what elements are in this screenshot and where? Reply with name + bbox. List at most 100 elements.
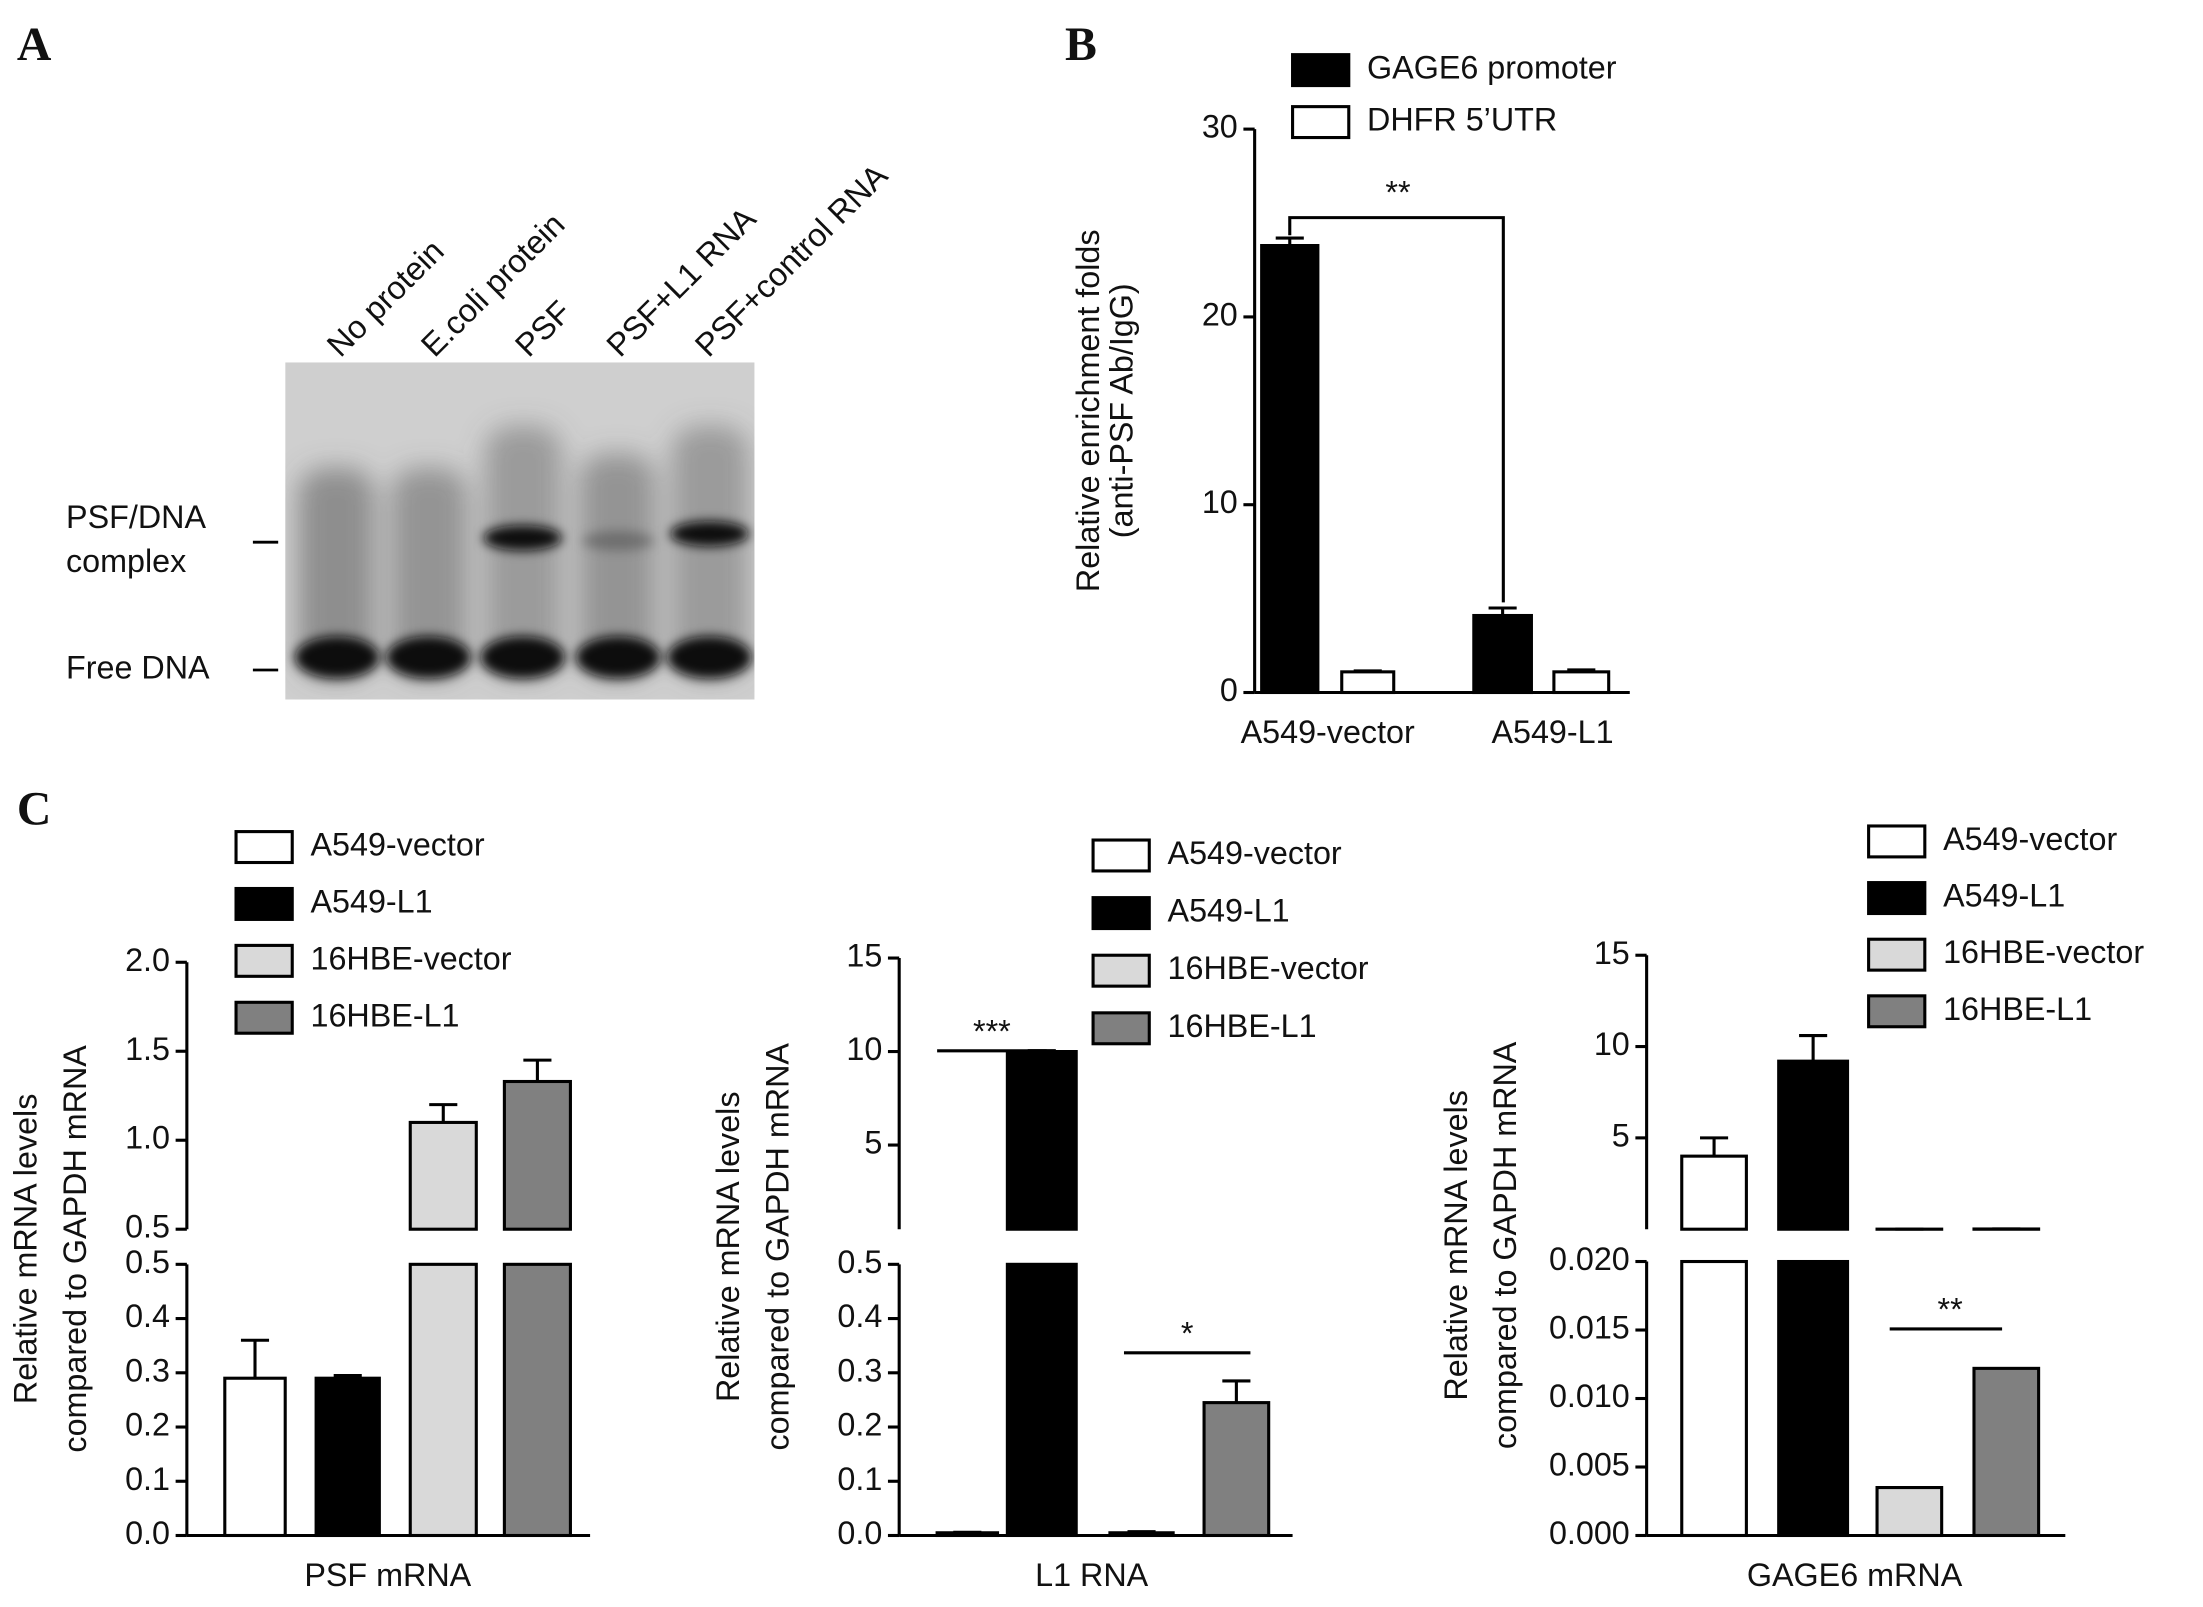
- band-label: Free DNA: [66, 650, 210, 686]
- y-axis-label: Relative enrichment folds: [1070, 229, 1106, 592]
- legend-label: A549-L1: [1168, 893, 1290, 929]
- legend-swatch: [1867, 937, 1927, 972]
- bar: [314, 1376, 381, 1538]
- bar: [1340, 670, 1396, 695]
- legend-label: A549-L1: [310, 883, 432, 919]
- legend-label: A549-L1: [1943, 878, 2065, 914]
- y-axis-label: compared to GAPDH mRNA: [759, 1043, 795, 1451]
- bar: [1777, 1059, 1850, 1231]
- legend-label: 16HBE-vector: [310, 940, 511, 976]
- band-label: complex: [66, 543, 186, 579]
- lane-labels: No protein E.coli protein PSF PSF+L1 RNA…: [320, 157, 895, 364]
- gel-image: [285, 362, 755, 700]
- legend-label: 16HBE-L1: [310, 997, 459, 1033]
- y-axis-label: Relative mRNA levels: [8, 1094, 44, 1405]
- lane-label: PSF+L1 RNA: [600, 200, 763, 363]
- y-tick-label: 30: [1202, 109, 1238, 145]
- significance-label: ***: [973, 1013, 1011, 1049]
- y-axis-label: compared to GAPDH mRNA: [1487, 1041, 1523, 1449]
- legend-swatch: [1091, 953, 1151, 988]
- legend-swatch: [234, 886, 294, 921]
- y-axis-label: (anti-PSF Ab/IgG): [1104, 283, 1140, 538]
- y-tick-label: 2.0: [125, 942, 170, 978]
- legend-swatch: [234, 830, 294, 865]
- significance-bracket: [1288, 216, 1505, 603]
- legend-swatch: [234, 1000, 294, 1035]
- legend-label: 16HBE-L1: [1168, 1008, 1317, 1044]
- y-tick-label: 0.2: [837, 1407, 882, 1443]
- significance-label: **: [1938, 1292, 1964, 1328]
- legend-label: A549-vector: [1943, 821, 2117, 857]
- x-tick-label: A549-vector: [1241, 714, 1415, 750]
- y-tick-label: 0.020: [1549, 1241, 1630, 1277]
- bar: [1680, 1259, 1748, 1538]
- y-tick-label: 1.5: [125, 1031, 170, 1067]
- bar: [1472, 613, 1533, 695]
- y-tick-label: 20: [1202, 296, 1238, 332]
- legend-label: 16HBE-L1: [1943, 991, 2092, 1027]
- legend-swatch: [1091, 838, 1151, 873]
- legend-swatch: [1091, 1011, 1151, 1046]
- y-tick-label: 0.0: [125, 1515, 170, 1551]
- y-tick-label: 10: [1594, 1026, 1630, 1062]
- y-tick-label: 15: [1594, 935, 1630, 971]
- bar: [1005, 1050, 1078, 1231]
- bar: [1972, 1366, 2041, 1538]
- legend-label: GAGE6 promoter: [1367, 50, 1617, 86]
- bar: [1875, 1486, 1944, 1538]
- y-tick-label: 0.2: [125, 1407, 170, 1443]
- panel-label: A: [17, 18, 52, 71]
- legend-label: A549-vector: [1168, 835, 1342, 871]
- y-tick-label: 0.0: [837, 1515, 882, 1551]
- panel-label: B: [1065, 18, 1097, 71]
- legend-label: A549-vector: [310, 827, 484, 863]
- bar: [1777, 1259, 1850, 1538]
- y-tick-label: 0.5: [125, 1244, 170, 1280]
- y-tick-label: 0.5: [125, 1209, 170, 1245]
- bar: [502, 1079, 572, 1231]
- bar: [223, 1376, 287, 1538]
- y-axis-label: Relative mRNA levels: [1438, 1090, 1474, 1401]
- legend-label: 16HBE-vector: [1943, 934, 2144, 970]
- x-axis-label: GAGE6 mRNA: [1747, 1557, 1963, 1593]
- legend-swatch: [1291, 53, 1351, 88]
- bar: [408, 1120, 478, 1231]
- significance-label: **: [1385, 175, 1411, 211]
- y-tick-label: 10: [846, 1031, 882, 1067]
- y-tick-label: 0.3: [125, 1352, 170, 1388]
- legend-label: DHFR 5’UTR: [1367, 102, 1557, 138]
- legend-label: 16HBE-vector: [1168, 950, 1369, 986]
- bar: [1260, 244, 1320, 695]
- y-tick-label: 5: [864, 1125, 882, 1161]
- y-tick-label: 0.015: [1549, 1310, 1630, 1346]
- y-axis-label: compared to GAPDH mRNA: [57, 1045, 93, 1453]
- y-axis-label: Relative mRNA levels: [710, 1092, 746, 1403]
- y-tick-label: 5: [1612, 1117, 1630, 1153]
- x-axis-label: PSF mRNA: [304, 1557, 471, 1593]
- band-label: PSF/DNA: [66, 499, 206, 535]
- x-tick-label: A549-L1: [1491, 714, 1613, 750]
- bar: [502, 1262, 572, 1538]
- bar: [1202, 1401, 1271, 1538]
- legend-swatch: [1867, 824, 1927, 859]
- y-tick-label: 0.5: [837, 1244, 882, 1280]
- y-tick-label: 0.1: [837, 1461, 882, 1497]
- legend-swatch: [1091, 896, 1151, 931]
- y-tick-label: 0: [1220, 672, 1238, 708]
- y-tick-label: 0.005: [1549, 1447, 1630, 1483]
- bar: [1680, 1154, 1748, 1231]
- y-tick-label: 0.3: [837, 1352, 882, 1388]
- bar: [1552, 670, 1611, 695]
- y-tick-label: 10: [1202, 484, 1238, 520]
- y-tick-label: 0.010: [1549, 1378, 1630, 1414]
- y-tick-label: 0.4: [837, 1298, 882, 1334]
- panel-label: C: [17, 782, 51, 835]
- x-axis-label: L1 RNA: [1035, 1557, 1149, 1593]
- legend-swatch: [1291, 105, 1351, 140]
- lane-label: PSF: [508, 294, 578, 364]
- bar: [408, 1262, 478, 1538]
- y-tick-label: 1.0: [125, 1120, 170, 1156]
- legend-swatch: [234, 943, 294, 978]
- y-tick-label: 0.4: [125, 1298, 170, 1334]
